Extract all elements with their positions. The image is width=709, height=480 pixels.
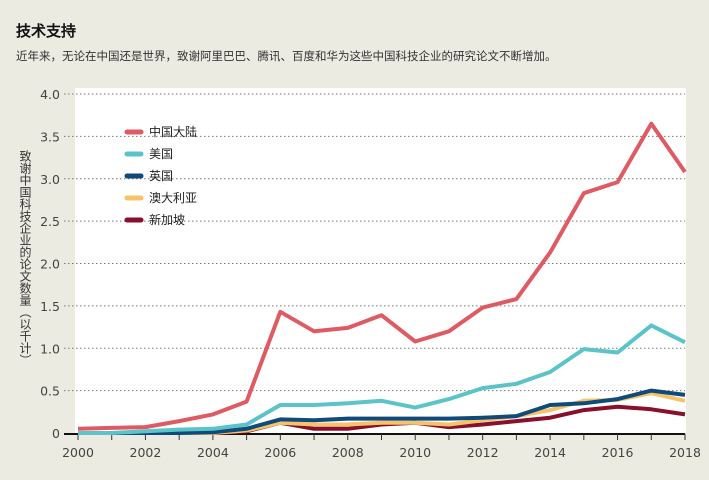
y-tick-label: 4.0 <box>40 87 60 102</box>
y-tick-label: 3.5 <box>40 129 60 144</box>
legend-label: 中国大陆 <box>149 124 197 139</box>
x-tick-label: 2002 <box>130 445 162 460</box>
y-tick-label: 1.5 <box>40 299 60 314</box>
x-tick-label: 2012 <box>467 445 499 460</box>
x-tick-label: 2004 <box>197 445 229 460</box>
plot-background <box>75 88 686 433</box>
series-line-英国 <box>78 388 686 435</box>
chart-subtitle: 近年来，无论在中国还是世界，致谢阿里巴巴、腾讯、百度和华为这些中国科技企业的研究… <box>16 49 557 63</box>
series-line-中国大陆 <box>77 121 687 431</box>
x-tick-label: 2016 <box>602 445 634 460</box>
x-tick-label: 2014 <box>534 445 566 460</box>
x-tick-label: 2006 <box>264 445 296 460</box>
y-tick-label: 0.5 <box>40 384 60 399</box>
x-tick-label: 2018 <box>669 445 701 460</box>
chart-title: 技术支持 <box>16 22 77 40</box>
y-axis-label: 致谢中国科技企业的论文数量（以千计） <box>18 150 32 366</box>
y-tick-label: 3.0 <box>40 172 60 187</box>
y-tick-label: 1.0 <box>40 341 60 356</box>
x-tick-label: 2008 <box>332 445 364 460</box>
x-tick-label: 2010 <box>399 445 431 460</box>
y-tick-label: 0 <box>52 426 60 441</box>
y-tick-label: 2.5 <box>40 214 60 229</box>
x-tick-label: 2000 <box>62 445 94 460</box>
legend-label: 英国 <box>149 169 173 183</box>
legend-label: 新加坡 <box>149 212 185 227</box>
y-tick-label: 2.0 <box>40 257 60 272</box>
series-line-美国 <box>78 323 686 435</box>
legend-label: 澳大利亚 <box>149 191 197 205</box>
legend-label: 美国 <box>149 147 173 161</box>
